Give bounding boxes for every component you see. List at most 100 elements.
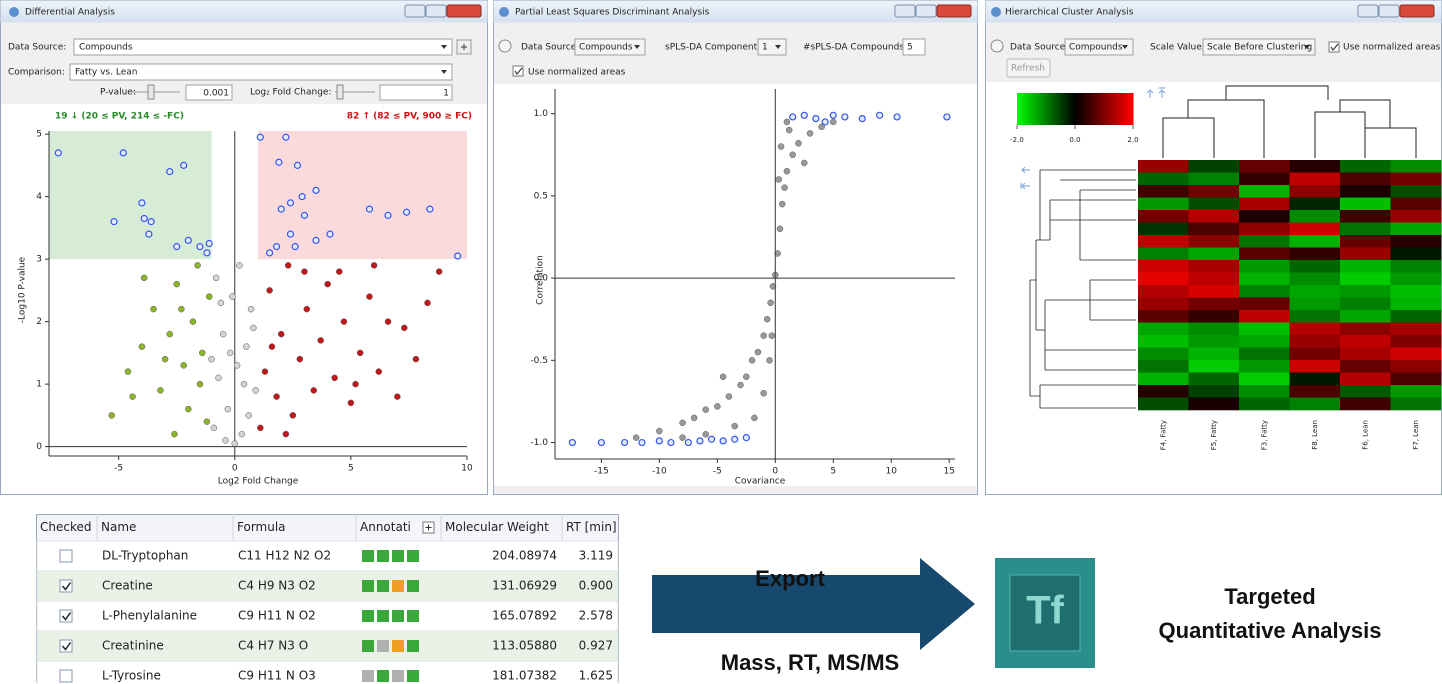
slider-thumb[interactable] (336, 84, 344, 100)
colorbar-segment (1066, 93, 1070, 125)
dropdown-value: Compounds (1069, 43, 1123, 53)
check-mark (514, 67, 523, 75)
data-point (284, 262, 292, 269)
dropdown[interactable] (574, 38, 646, 56)
heatmap-cell (1289, 172, 1341, 186)
retention-time: 0.927 (579, 639, 613, 653)
textbox[interactable] (379, 84, 453, 101)
data-point (205, 293, 213, 300)
dropdown-value: Compounds (79, 43, 133, 53)
data-point (222, 437, 229, 444)
data-point (147, 218, 155, 226)
dropdown[interactable] (757, 38, 787, 56)
checkbox[interactable] (59, 549, 73, 563)
heatmap-cell (1188, 335, 1240, 348)
heatmap-cell (1239, 285, 1290, 298)
colorbar-segment (1022, 93, 1027, 125)
colorbar-segment (1104, 93, 1108, 125)
row-dendrogram (1029, 169, 1136, 409)
back-button[interactable] (498, 39, 512, 53)
heatmap-cell (1289, 310, 1341, 323)
heatmap-cell (1239, 197, 1290, 211)
checkbox[interactable] (59, 669, 73, 683)
label: Data Source: (1010, 43, 1068, 53)
colorbar-segment (1040, 93, 1044, 125)
dropdown[interactable] (73, 38, 453, 56)
data-point (247, 305, 255, 313)
molecular-weight: 131.06929 (492, 579, 557, 593)
colorbar-segment (1127, 93, 1131, 125)
colorbar-segment (1069, 93, 1073, 125)
formula: C4 H9 N3 O2 (238, 579, 316, 593)
back-button[interactable] (990, 39, 1004, 53)
checkbox[interactable] (59, 609, 73, 623)
y-tick-label: 5 (36, 130, 42, 140)
heatmap-cell (1340, 210, 1391, 223)
heatmap-cell (1188, 222, 1240, 236)
checkbox[interactable] (1328, 41, 1340, 53)
checkbox[interactable] (59, 639, 73, 653)
data-point (800, 111, 808, 119)
data-point (384, 211, 392, 219)
table-row[interactable] (36, 660, 619, 684)
table-row[interactable] (36, 540, 619, 572)
heatmap-cell (1390, 322, 1442, 336)
heatmap-cell (1138, 372, 1189, 386)
heatmap-cell (1188, 297, 1240, 311)
table-row[interactable] (36, 600, 619, 632)
annotation-status (407, 610, 419, 622)
x-tick-label: -5 (713, 467, 722, 477)
data-point (266, 287, 273, 294)
data-point (841, 113, 849, 121)
data-point (702, 406, 709, 413)
heatmap-cell (1390, 285, 1442, 298)
checkbox-label: Use normalized areas (528, 68, 626, 78)
data-point (893, 113, 901, 121)
heatmap-cell (1289, 360, 1341, 373)
heatmap-cell (1138, 172, 1189, 186)
expand-icons (1020, 87, 1166, 190)
column-header: Name (101, 520, 136, 534)
heatmap-cell (1138, 197, 1189, 211)
data-point (286, 199, 295, 207)
x-tick-label: 15 (943, 467, 954, 477)
export-label: Export (755, 566, 825, 591)
colorbar-segment (1031, 93, 1035, 125)
data-point (289, 412, 297, 419)
checkbox[interactable] (512, 65, 524, 77)
data-point (231, 440, 239, 447)
table-row[interactable] (36, 570, 619, 602)
x-axis-label: Covariance (735, 477, 786, 487)
dropdown[interactable] (69, 63, 453, 81)
y-tick-label: 1 (36, 380, 42, 390)
dropdown-value: 1 (762, 43, 768, 53)
export-sublabel: Mass, RT, MS/MS (721, 650, 899, 675)
data-point (226, 349, 234, 357)
annotation-status (362, 550, 374, 562)
annotation-status (392, 670, 404, 682)
data-point (210, 424, 218, 432)
data-point (783, 167, 791, 175)
check-mark (61, 582, 72, 591)
data-point (212, 274, 220, 282)
formula: C4 H7 N3 O (238, 639, 308, 653)
app-icon-inner (1009, 574, 1081, 652)
heatmap-cell (1239, 335, 1290, 348)
data-point (394, 393, 401, 400)
dropdown[interactable] (1064, 38, 1134, 56)
checkbox[interactable] (59, 579, 73, 593)
heatmap-cell (1289, 385, 1341, 398)
heatmap-cell (1138, 347, 1189, 361)
compound-name: Creatine (102, 579, 153, 593)
dropdown[interactable] (1202, 38, 1316, 56)
heatmap-cell (1390, 397, 1442, 411)
slider-thumb[interactable] (147, 84, 155, 100)
data-point (719, 373, 727, 381)
data-point (638, 438, 646, 447)
textbox[interactable] (902, 38, 926, 56)
textbox[interactable] (185, 84, 233, 101)
annotation-status (377, 640, 389, 652)
refresh-button[interactable] (1006, 58, 1051, 78)
heatmap-cell (1138, 297, 1189, 311)
heatmap-cell (1188, 160, 1240, 173)
